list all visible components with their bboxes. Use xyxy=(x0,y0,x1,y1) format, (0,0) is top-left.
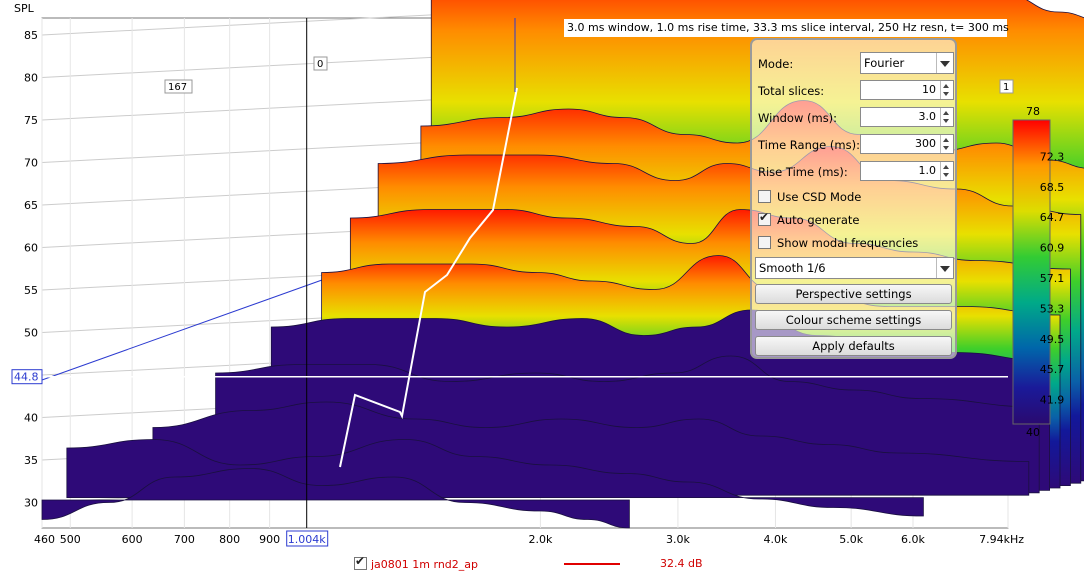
peak-trace xyxy=(339,87,518,468)
colorbar-tick-label: 53.3 xyxy=(1040,302,1065,315)
rise-time-label: Rise Time (ms): xyxy=(758,165,848,179)
colorbar-max-label: 78 xyxy=(1026,105,1040,118)
time-range-label: Time Range (ms): xyxy=(758,138,860,152)
auto-generate-checkbox[interactable]: Auto generate xyxy=(758,210,860,227)
colour-scheme-settings-button[interactable]: Colour scheme settings xyxy=(755,310,952,330)
colorbar-min-label: 40 xyxy=(1026,426,1040,439)
auto-generate-label: Auto generate xyxy=(777,213,860,227)
x-tick-label: 700 xyxy=(174,533,195,546)
use-csd-label: Use CSD Mode xyxy=(777,190,862,204)
perspective-line xyxy=(41,279,323,381)
y-tick-label: 65 xyxy=(24,199,38,212)
y-tick-label: 80 xyxy=(24,72,38,85)
mode-value: Fourier xyxy=(864,56,905,70)
spinner-icon[interactable] xyxy=(940,108,953,126)
time-range-field[interactable]: 300 xyxy=(860,134,954,154)
y-tick-label: 35 xyxy=(24,454,38,467)
time-range-value: 300 xyxy=(915,137,936,150)
marker-label-box xyxy=(164,79,193,94)
y-tick-label: 40 xyxy=(24,412,38,425)
legend-line-swatch xyxy=(564,563,620,565)
marker-label-box xyxy=(313,56,328,71)
slice-10 xyxy=(41,468,630,529)
window-value: 3.0 xyxy=(918,110,937,123)
use-csd-checkbox[interactable]: Use CSD Mode xyxy=(758,190,861,204)
chart-title: 3.0 ms window, 1.0 ms rise time, 33.3 ms… xyxy=(564,19,1009,37)
spinner-icon[interactable] xyxy=(940,135,953,153)
colorbar-tick-label: 49.5 xyxy=(1040,333,1065,346)
window-field[interactable]: 3.0 xyxy=(860,107,954,127)
marker-label: 0 xyxy=(317,59,323,70)
window-label: Window (ms): xyxy=(758,111,838,125)
apply-defaults-button[interactable]: Apply defaults xyxy=(755,336,952,356)
x-tick-label: 800 xyxy=(219,533,240,546)
colorbar-tick-label: 64.7 xyxy=(1040,211,1065,224)
y-tick-label: 85 xyxy=(24,29,38,42)
x-tick-label: 900 xyxy=(259,533,280,546)
colorbar-tick-label: 41.9 xyxy=(1040,394,1065,407)
overlay-layer: 167 0 1 xyxy=(42,18,1014,528)
y-axis-label: SPL xyxy=(14,2,35,15)
checkbox-icon[interactable] xyxy=(758,190,771,203)
x-tick-label: 3.0k xyxy=(666,533,690,546)
rise-time-value: 1.0 xyxy=(918,164,937,177)
x-tick-label: 2.0k xyxy=(528,533,552,546)
chevron-down-icon[interactable] xyxy=(936,53,953,73)
x-tick-label: 7.94kHz xyxy=(979,533,1024,546)
legend-name: ja0801 1m rnd2_ap xyxy=(371,558,479,571)
x-tick-label: 4.0k xyxy=(764,533,788,546)
y-tick-label: 70 xyxy=(24,157,38,170)
rise-time-field[interactable]: 1.0 xyxy=(860,161,954,181)
x-tick-label: 460 xyxy=(34,533,55,546)
total-slices-field[interactable]: 10 xyxy=(860,80,954,100)
y-tick-label: 30 xyxy=(24,497,38,510)
colorbar-tick-label: 57.1 xyxy=(1040,272,1065,285)
freq-readout-box xyxy=(286,530,329,547)
smoothing-value: Smooth 1/6 xyxy=(759,261,826,275)
spinner-icon[interactable] xyxy=(940,162,953,180)
colorbar xyxy=(1012,119,1051,425)
marker-label-box xyxy=(999,79,1014,94)
freq-readout: 1.004k xyxy=(288,533,326,546)
waterfall-settings-panel: Mode: Fourier Total slices: 10 Window (m… xyxy=(750,38,957,359)
total-slices-label: Total slices: xyxy=(758,84,825,98)
mode-label: Mode: xyxy=(758,57,794,71)
marker-label: 1 xyxy=(1003,82,1009,93)
y-tick-label: 60 xyxy=(24,242,38,255)
y-tick-label: 55 xyxy=(24,284,38,297)
x-tick-label: 600 xyxy=(122,533,143,546)
spinner-icon[interactable] xyxy=(940,81,953,99)
chevron-down-icon[interactable] xyxy=(936,258,953,278)
colorbar-tick-label: 72.3 xyxy=(1040,150,1065,163)
y-tick-label: 50 xyxy=(24,327,38,340)
x-tick-label: 6.0k xyxy=(901,533,925,546)
legend-entry[interactable]: ja0801 1m rnd2_ap xyxy=(354,554,479,571)
marker-label: 167 xyxy=(168,82,187,93)
show-modal-checkbox[interactable]: Show modal frequencies xyxy=(758,236,918,250)
colorbar-tick-label: 68.5 xyxy=(1040,181,1065,194)
y-tick-label: 75 xyxy=(24,114,38,127)
smoothing-select[interactable]: Smooth 1/6 xyxy=(755,257,954,279)
axes-layer: 3035404550556065707580854605006007008009… xyxy=(11,29,1065,547)
spl-readout: 44.8 xyxy=(14,371,39,384)
total-slices-value: 10 xyxy=(922,83,936,96)
spl-readout-box xyxy=(11,369,43,385)
colorbar-tick-label: 60.9 xyxy=(1040,242,1065,255)
perspective-settings-button[interactable]: Perspective settings xyxy=(755,284,952,304)
legend-checkbox-icon[interactable] xyxy=(354,554,367,570)
legend-value: 32.4 dB xyxy=(660,557,703,570)
x-tick-label: 5.0k xyxy=(839,533,863,546)
mode-select[interactable]: Fourier xyxy=(860,52,954,74)
checkbox-checked-icon[interactable] xyxy=(758,210,771,226)
checkbox-icon[interactable] xyxy=(758,236,771,249)
x-tick-label: 500 xyxy=(60,533,81,546)
show-modal-label: Show modal frequencies xyxy=(777,236,919,250)
colorbar-tick-label: 45.7 xyxy=(1040,363,1065,376)
